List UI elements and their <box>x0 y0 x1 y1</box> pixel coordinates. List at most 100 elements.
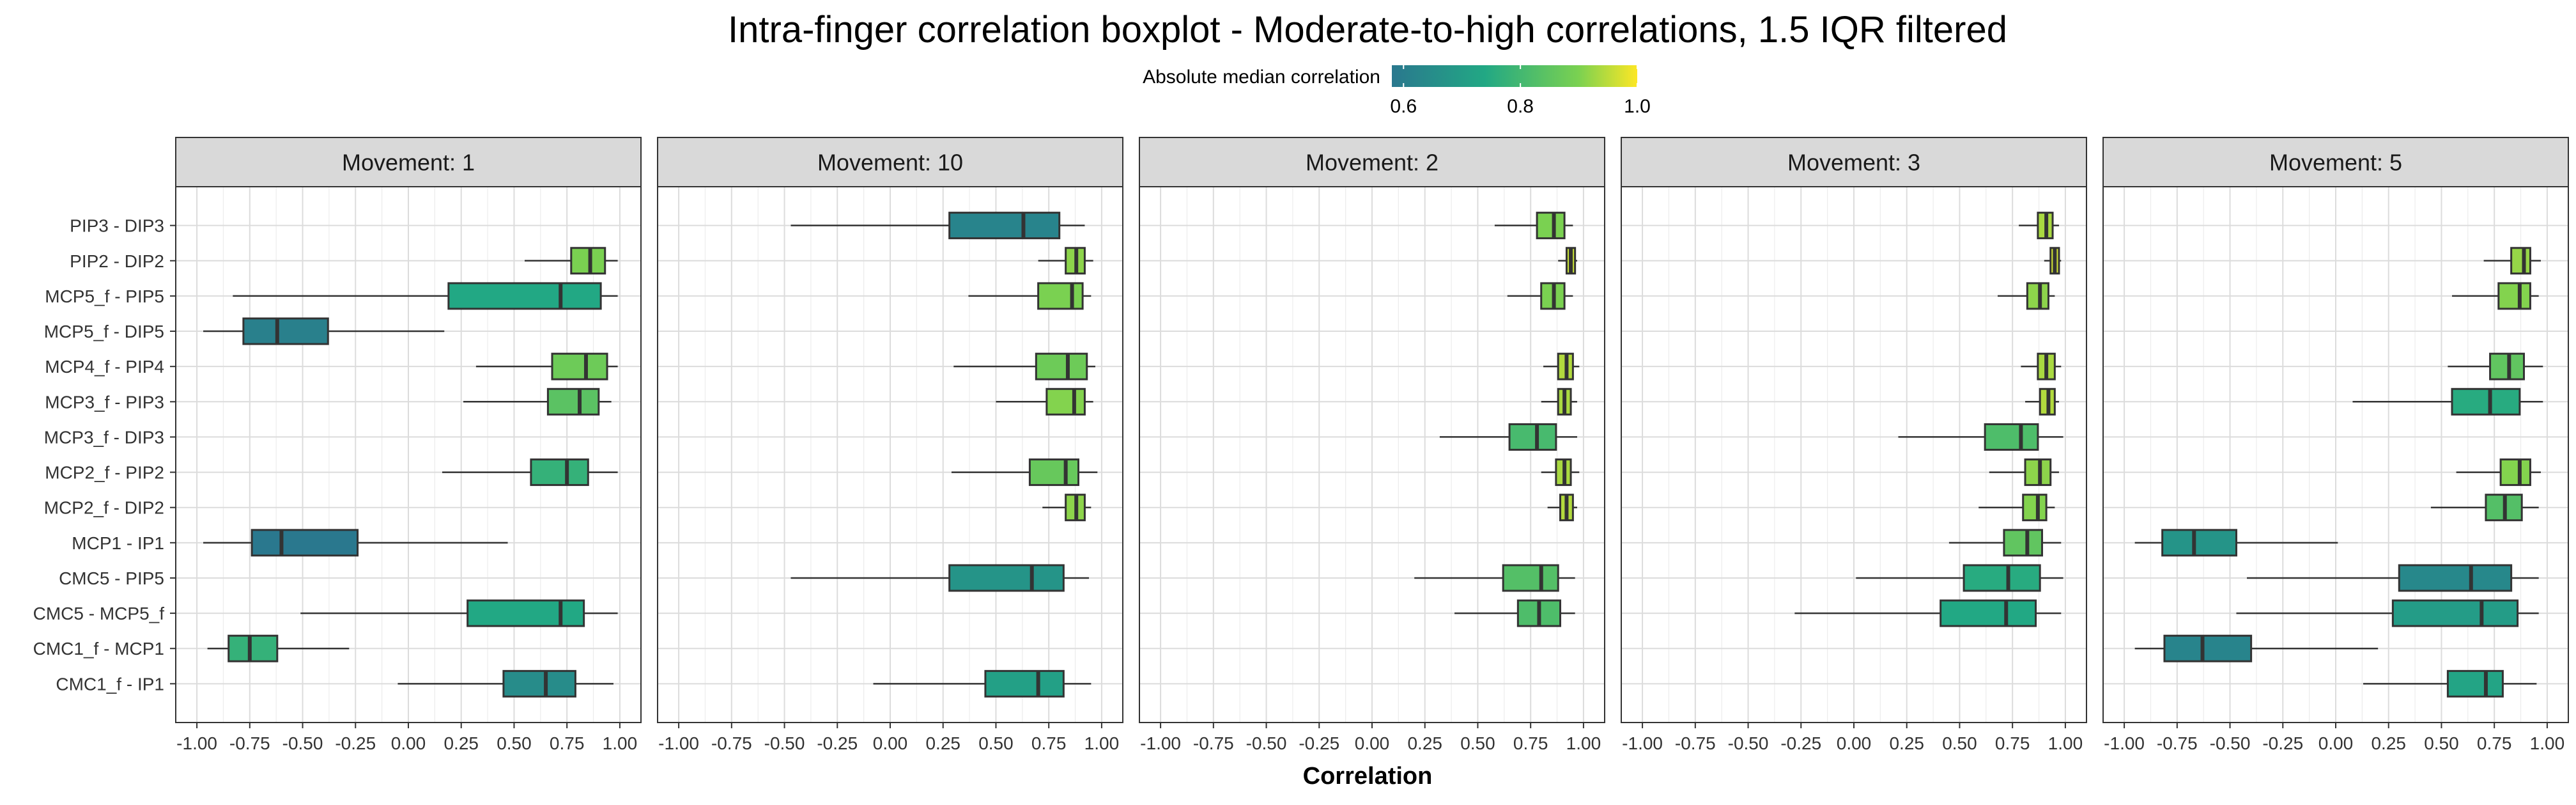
box <box>502 669 576 698</box>
x-tick-label: -0.75 <box>711 733 752 753</box>
y-tick-label: MCP3_f - DIP3 <box>44 427 164 447</box>
y-tick-label: CMC1_f - IP1 <box>56 674 164 694</box>
box <box>1502 564 1559 592</box>
x-tick-label: 0.75 <box>1513 733 1548 753</box>
box <box>2451 387 2521 416</box>
box <box>447 282 602 310</box>
box <box>1536 212 1566 240</box>
x-tick-label: -0.25 <box>335 733 376 753</box>
x-tick-label: 0.50 <box>978 733 1014 753</box>
box-group <box>207 634 350 662</box>
box <box>2026 282 2049 310</box>
box <box>1984 423 2039 451</box>
x-tick-label: -1.00 <box>1622 733 1663 753</box>
box-group <box>2456 458 2541 487</box>
x-tick-label: -1.00 <box>2104 733 2145 753</box>
y-axis-labels: PIP3 - DIP3 PIP2 - DIP2 MCP5_f - PIP5 MCP5_… <box>33 216 176 694</box>
x-tick-label: 0.75 <box>2477 733 2512 753</box>
box <box>2499 458 2531 487</box>
box-group <box>1414 564 1575 592</box>
box-group <box>1494 212 1573 240</box>
facet-panel: Movement: 5 -1.00 -0.75 -0.50 -0.25 0.00 0.25 0… <box>2102 137 2569 753</box>
legend-colorbar <box>1392 65 1637 87</box>
box-group <box>2019 212 2059 240</box>
box <box>2022 494 2048 522</box>
chart-title: Intra-finger correlation boxplot - Moder… <box>728 9 2007 51</box>
box-group <box>203 529 508 557</box>
box-group <box>1038 247 1093 275</box>
box <box>1940 599 2037 627</box>
box <box>251 529 359 557</box>
box-group <box>2025 387 2059 416</box>
x-tick-label: 0.25 <box>1889 733 1924 753</box>
facet-strip-label: Movement: 3 <box>1787 150 1920 176</box>
x-tick-label: -0.50 <box>282 733 323 753</box>
box-group <box>1042 494 1091 522</box>
box <box>948 564 1065 592</box>
y-tick-label: PIP3 - DIP3 <box>70 216 164 236</box>
facet-strip <box>2102 137 2569 187</box>
box <box>1037 282 1084 310</box>
box <box>467 599 585 627</box>
box-group <box>300 599 618 627</box>
box <box>1963 564 2041 592</box>
x-tick-label: 0.00 <box>1355 733 1390 753</box>
box-group <box>1541 387 1577 416</box>
box-group <box>2430 494 2539 522</box>
box-group <box>1439 423 1577 451</box>
box-group <box>996 387 1093 416</box>
facet-strip-label: Movement: 10 <box>817 150 963 176</box>
box-group <box>1794 599 2062 627</box>
x-tick-label: 0.00 <box>2318 733 2354 753</box>
box-group <box>2236 599 2539 627</box>
box <box>570 247 606 275</box>
facet-strip-label: Movement: 2 <box>1306 150 1438 176</box>
x-tick-label: 0.00 <box>1837 733 1872 753</box>
box-group <box>2448 352 2543 380</box>
box <box>546 387 600 416</box>
box-group <box>791 212 1085 240</box>
box-group <box>1454 599 1575 627</box>
box <box>530 458 589 487</box>
x-tick-label: -0.75 <box>229 733 270 753</box>
box-group <box>2021 352 2062 380</box>
x-tick-label: 0.75 <box>1031 733 1067 753</box>
box-group <box>1989 458 2059 487</box>
y-tick-label: CMC1_f - MCP1 <box>33 639 164 659</box>
y-tick-label: MCP5_f - PIP5 <box>45 286 164 306</box>
box <box>1045 387 1086 416</box>
box <box>1508 423 1557 451</box>
y-tick-label: CMC5 - PIP5 <box>59 568 164 588</box>
box <box>2161 529 2237 557</box>
x-tick-label: 1.00 <box>1566 733 1601 753</box>
y-tick-label: MCP5_f - DIP5 <box>44 322 164 341</box>
x-tick-label: -1.00 <box>1140 733 1181 753</box>
box-group <box>463 387 612 416</box>
facet-panels: Movement: 1 -1.00 -0.75 -0.50 -0.25 0.00 0.25 0… <box>175 137 2569 753</box>
y-tick-label: MCP2_f - PIP2 <box>45 463 164 483</box>
x-tick-label: 0.50 <box>1460 733 1495 753</box>
box-group <box>968 282 1091 310</box>
facet-strip-label: Movement: 5 <box>2269 150 2402 176</box>
box <box>984 669 1065 698</box>
x-tick-label: 0.25 <box>925 733 960 753</box>
x-tick-label: 0.50 <box>2424 733 2459 753</box>
box-group <box>873 669 1091 698</box>
box <box>2489 352 2526 380</box>
box-group <box>1856 564 2063 592</box>
box-group <box>1978 494 2055 522</box>
legend-ticks: 0.6 0.8 1.0 <box>1390 65 1651 117</box>
box-group <box>525 247 618 275</box>
y-tick-label: MCP3_f - PIP3 <box>45 392 164 412</box>
x-tick-label: 1.00 <box>2530 733 2565 753</box>
box-group <box>1898 423 2063 451</box>
box-group <box>2352 387 2543 416</box>
box-group <box>442 458 618 487</box>
box <box>2398 564 2513 592</box>
box <box>2163 634 2253 662</box>
box-group <box>233 282 618 310</box>
x-tick-label: 0.25 <box>2371 733 2406 753</box>
box-group <box>2452 282 2539 310</box>
box-group <box>2134 529 2338 557</box>
box-group <box>1541 458 1580 487</box>
